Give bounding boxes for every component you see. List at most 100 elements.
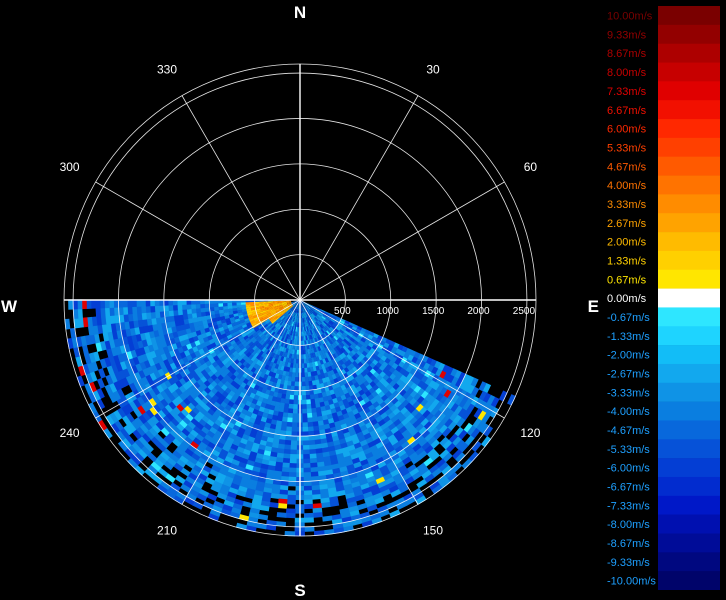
velocity-gate: [308, 320, 312, 326]
velocity-gate: [287, 310, 292, 315]
velocity-gate: [283, 333, 288, 339]
velocity-gate: [289, 390, 295, 396]
colorbar-label: 0.00m/s: [607, 293, 647, 305]
velocity-gate: [327, 445, 336, 453]
velocity-gate: [325, 390, 331, 397]
velocity-gate: [281, 389, 287, 395]
velocity-gate: [134, 363, 143, 373]
velocity-gate: [183, 367, 191, 376]
velocity-gate: [330, 338, 335, 344]
velocity-gate: [265, 310, 271, 314]
velocity-gate: [262, 341, 268, 348]
velocity-gate: [286, 362, 291, 368]
velocity-gate: [250, 305, 256, 309]
velocity-gate: [159, 305, 165, 312]
velocity-gate: [435, 384, 444, 394]
velocity-gate: [263, 393, 270, 400]
velocity-gate: [281, 300, 287, 302]
velocity-gate: [288, 472, 297, 478]
velocity-gate: [320, 410, 328, 417]
velocity-gate: [157, 328, 164, 337]
velocity-gate: [401, 429, 411, 438]
velocity-gate: [268, 304, 274, 307]
velocity-gate: [290, 330, 293, 336]
velocity-gate: [157, 368, 165, 377]
velocity-gate: [439, 370, 447, 380]
velocity-gate: [229, 511, 241, 519]
velocity-gate: [261, 496, 271, 503]
velocity-gate: [201, 415, 210, 424]
velocity-gate: [249, 320, 256, 325]
velocity-gate: [278, 406, 285, 413]
velocity-gate: [303, 335, 307, 342]
velocity-gate: [196, 411, 205, 420]
velocity-gate: [319, 310, 325, 314]
velocity-gate: [237, 325, 244, 331]
azimuth-spoke: [299, 299, 505, 419]
velocity-gate: [156, 401, 165, 411]
velocity-gate: [195, 308, 201, 314]
colorbar-label: -8.00m/s: [607, 519, 650, 531]
velocity-gate: [373, 333, 380, 339]
velocity-gate: [282, 457, 291, 464]
velocity-gate: [324, 342, 330, 348]
velocity-gate: [331, 316, 337, 320]
velocity-gate: [341, 352, 347, 359]
velocity-gate: [248, 316, 254, 321]
velocity-gate: [318, 424, 325, 431]
velocity-gate: [479, 423, 490, 435]
velocity-gate: [129, 327, 136, 336]
velocity-gate: [333, 357, 340, 364]
velocity-gate: [166, 457, 177, 467]
velocity-gate: [315, 309, 320, 313]
velocity-gate: [295, 308, 298, 314]
velocity-gate: [291, 321, 294, 327]
velocity-gate: [192, 437, 202, 446]
velocity-gate: [324, 337, 329, 343]
velocity-gate: [282, 337, 286, 343]
velocity-gate: [351, 335, 358, 341]
velocity-gate: [146, 318, 153, 326]
velocity-gate: [447, 421, 457, 432]
velocity-gate: [342, 332, 349, 338]
velocity-gate: [96, 378, 106, 389]
velocity-gate: [420, 418, 430, 428]
velocity-gate: [431, 390, 441, 400]
velocity-gate: [322, 338, 327, 344]
velocity-gate: [236, 307, 242, 311]
velocity-gate: [249, 336, 256, 342]
velocity-gate: [130, 364, 139, 374]
velocity-gate: [263, 353, 269, 360]
velocity-gate: [167, 385, 176, 394]
velocity-gate: [308, 330, 312, 336]
velocity-gate: [88, 352, 96, 364]
velocity-gate: [89, 371, 98, 383]
velocity-gate: [349, 330, 355, 336]
velocity-gate: [408, 397, 418, 407]
velocity-gate: [462, 401, 472, 412]
velocity-gate: [319, 340, 324, 346]
velocity-gate: [306, 306, 310, 311]
velocity-gate: [325, 432, 333, 439]
velocity-gate: [177, 431, 188, 441]
velocity-gate: [288, 353, 293, 359]
velocity-gate: [292, 302, 297, 307]
velocity-gate: [318, 335, 323, 341]
velocity-gate: [293, 358, 297, 364]
velocity-gate: [145, 299, 151, 307]
velocity-gate: [142, 420, 153, 431]
velocity-gate: [101, 323, 108, 334]
velocity-gate: [338, 354, 345, 361]
velocity-gate: [356, 325, 363, 331]
velocity-gate: [150, 461, 162, 472]
velocity-gate: [284, 343, 288, 349]
velocity-gate: [280, 336, 285, 343]
velocity-gate: [91, 316, 98, 327]
velocity-gate: [214, 430, 223, 438]
velocity-gate: [336, 350, 342, 357]
velocity-gate: [279, 331, 284, 337]
velocity-gate: [344, 320, 351, 325]
velocity-gate: [178, 392, 187, 402]
velocity-gate: [229, 443, 239, 451]
velocity-gate: [204, 476, 215, 486]
